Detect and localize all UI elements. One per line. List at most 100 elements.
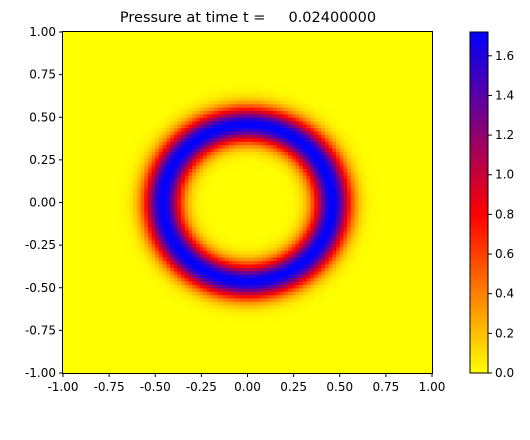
heatmap-cell [324,263,330,268]
heatmap-cell [110,294,116,299]
heatmap-cell [155,250,160,255]
heatmap-cell [424,352,429,357]
heatmap-cell [122,297,127,302]
heatmap-cell [398,311,404,316]
heatmap-cell [409,246,415,251]
heatmap-cell [225,280,230,285]
heatmap-cell [129,263,134,268]
heatmap-cell [251,212,256,217]
heatmap-cell [88,284,94,289]
heatmap-cell [402,222,407,227]
heatmap-cell [217,325,223,330]
heatmap-cell [336,260,341,265]
heatmap-cell [343,263,348,268]
heatmap-cell [155,236,160,241]
heatmap-cell [92,236,97,241]
heatmap-cell [243,332,249,337]
heatmap-cell [277,352,282,357]
heatmap-cell [306,345,311,350]
heatmap-cell [107,257,112,262]
heatmap-cell [188,338,193,343]
heatmap-cell [277,345,282,350]
heatmap-cell [140,243,145,248]
heatmap-cell [232,263,238,268]
heatmap-cell [229,335,234,340]
heatmap-cell [291,308,297,313]
heatmap-cell [347,311,352,316]
heatmap-cell [229,345,234,350]
heatmap-cell [295,257,300,262]
heatmap-cell [92,229,97,234]
heatmap-cell [147,362,153,367]
heatmap-cell [210,325,215,330]
heatmap-cell [236,297,241,302]
heatmap-cell [151,345,156,350]
heatmap-cell [99,369,105,374]
heatmap-cell [409,359,415,364]
heatmap-cell [74,229,79,234]
heatmap-cell [310,212,315,217]
heatmap-cell [129,219,134,224]
heatmap-cell [103,246,108,251]
heatmap-cell [129,236,134,241]
heatmap-cell [177,325,182,330]
heatmap-cell [262,301,267,306]
heatmap-cell [133,325,138,330]
heatmap-cell [354,338,359,343]
heatmap-cell [288,229,293,234]
heatmap-cell [177,229,182,234]
heatmap-cell [354,359,359,364]
heatmap-cell [365,291,370,296]
heatmap-cell [406,294,411,299]
heatmap-cell [147,280,153,285]
heatmap-cell [118,352,123,357]
heatmap-cell [88,332,94,337]
heatmap-cell [81,362,86,367]
heatmap-cell [96,342,101,347]
heatmap-cell [409,270,415,275]
heatmap-cell [66,243,71,248]
heatmap-cell [243,243,249,248]
heatmap-cell [240,369,245,374]
heatmap-cell [217,270,223,275]
heatmap-cell [240,308,245,313]
heatmap-cell [210,342,215,347]
heatmap-cell [324,294,330,299]
heatmap-cell [258,335,263,340]
heatmap-cell [380,321,385,326]
heatmap-cell [66,222,71,227]
heatmap-cell [321,277,326,282]
heatmap-cell [369,325,374,330]
heatmap-cell [317,291,322,296]
heatmap-cell [85,355,90,360]
heatmap-cell [177,291,182,296]
heatmap-cell [424,308,429,313]
heatmap-cell [203,325,208,330]
heatmap-cell [81,352,86,357]
heatmap-cell [420,270,426,275]
heatmap-cell [269,280,274,285]
heatmap-cell [417,205,422,210]
heatmap-cell [277,229,282,234]
heatmap-cell [288,216,293,221]
heatmap-cell [372,277,378,282]
heatmap-cell [398,325,404,330]
heatmap-cell [265,359,271,364]
heatmap-cell [144,352,149,357]
heatmap-cell [302,287,308,292]
heatmap-cell [236,267,241,272]
heatmap-cell [107,280,112,285]
heatmap-cell [339,345,345,350]
heatmap-cell [162,240,167,245]
heatmap-cell [92,318,97,323]
heatmap-cell [321,243,326,248]
heatmap-cell [177,304,182,309]
heatmap-cell [85,338,90,343]
heatmap-cell [336,236,341,241]
heatmap-cell [125,369,131,374]
heatmap-cell [118,359,123,364]
heatmap-cell [177,240,182,245]
heatmap-cell [92,233,97,238]
heatmap-cell [229,219,234,224]
heatmap-cell [413,342,418,347]
